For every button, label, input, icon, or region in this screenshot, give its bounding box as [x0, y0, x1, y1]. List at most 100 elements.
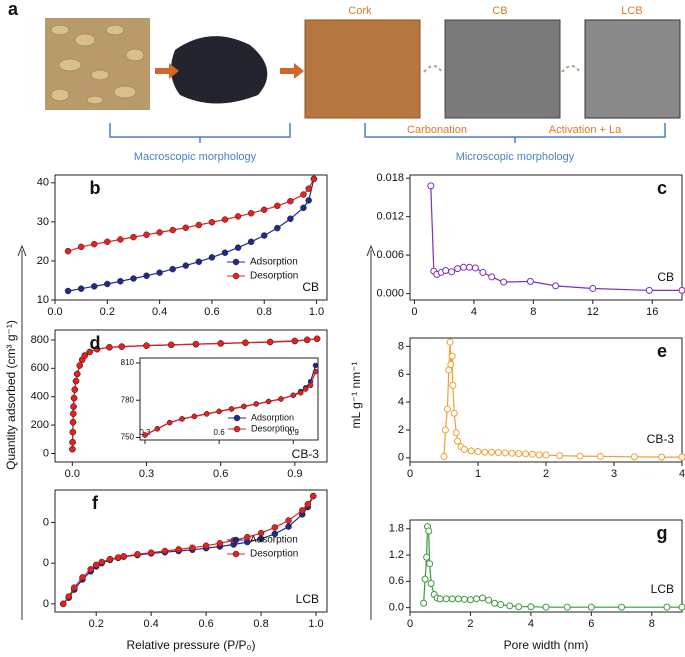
- x-tick-label: 6: [588, 618, 594, 630]
- schematic: a Cork CB LCB Carbonation Activation + L…: [8, 0, 681, 163]
- x-tick-label: 4: [471, 306, 477, 318]
- y-tick-label: 0: [43, 447, 49, 459]
- data-point: [169, 226, 176, 234]
- data-point: [556, 452, 564, 460]
- data-point: [576, 452, 584, 460]
- cb-cube: [444, 19, 561, 119]
- data-point: [143, 231, 150, 239]
- y-tick-label: 0.012: [376, 211, 404, 223]
- data-point: [303, 336, 311, 344]
- data-point: [542, 451, 550, 459]
- stage-label: LCB: [621, 5, 642, 17]
- data-point: [460, 595, 468, 603]
- data-point: [290, 392, 297, 399]
- x-tick-label: 0.2: [89, 618, 104, 630]
- y-axis-label: Quantity adsorbed (cm³ g⁻¹): [4, 320, 18, 470]
- panel-letter: f: [92, 493, 99, 513]
- data-point: [427, 182, 435, 190]
- data-point: [247, 238, 255, 246]
- data-point: [485, 596, 493, 604]
- data-point: [460, 263, 468, 271]
- x-tick-label: 2: [467, 618, 473, 630]
- data-point: [454, 437, 462, 445]
- x-tick-label: 0: [407, 468, 413, 480]
- data-point: [92, 561, 100, 569]
- panel-letter: d: [90, 333, 101, 353]
- data-point: [241, 403, 247, 410]
- data-point: [86, 348, 93, 356]
- x-tick-label: 0.4: [144, 618, 159, 630]
- data-point: [285, 517, 292, 524]
- cork-cube: [304, 19, 421, 119]
- data-point: [448, 268, 456, 276]
- data-point: [69, 445, 76, 453]
- data-point: [658, 453, 666, 461]
- data-point: [285, 523, 292, 530]
- data-point: [440, 452, 448, 460]
- data-point: [156, 229, 163, 236]
- data-point: [65, 593, 72, 600]
- data-point: [90, 283, 98, 290]
- x-tick-label: 0.9: [287, 468, 302, 480]
- data-point: [247, 210, 255, 217]
- x-tick-label: 0.4: [152, 306, 167, 318]
- data-point: [497, 601, 505, 609]
- data-point: [310, 492, 317, 500]
- data-point: [64, 287, 72, 295]
- data-point: [93, 345, 101, 353]
- data-point: [454, 265, 462, 273]
- data-point: [117, 236, 124, 243]
- data-point: [98, 558, 105, 566]
- data-point: [208, 219, 216, 226]
- annotation: CB: [657, 270, 674, 284]
- data-point: [169, 265, 176, 273]
- y-tick-label: 40: [37, 177, 49, 189]
- data-point: [474, 448, 482, 456]
- data-point: [618, 603, 626, 611]
- group-label: Macroscopic morphology: [134, 151, 257, 163]
- x-tick-label: 0.6: [213, 468, 228, 480]
- legend-label: Adsorption: [250, 257, 298, 268]
- y-tick-label: 1.8: [389, 523, 404, 535]
- data-point: [74, 370, 81, 378]
- data-point: [302, 386, 309, 392]
- data-point: [217, 340, 224, 347]
- panel-letter: c: [657, 178, 667, 198]
- x-tick-label: 0.6: [198, 618, 213, 630]
- data-point: [71, 386, 79, 393]
- data-point: [450, 409, 458, 417]
- arrow: [423, 65, 443, 73]
- x-tick-label: 1.0: [308, 618, 323, 630]
- y-tick-label: 1.2: [389, 549, 404, 561]
- data-point: [182, 262, 190, 269]
- data-point: [678, 603, 685, 611]
- data-point: [260, 232, 268, 239]
- data-point: [106, 344, 113, 351]
- data-point: [154, 426, 161, 432]
- annotation: LCB: [651, 582, 674, 596]
- data-point: [488, 448, 496, 456]
- data-point: [465, 263, 473, 271]
- data-point: [221, 216, 229, 223]
- data-point: [421, 575, 429, 583]
- bracket: [109, 123, 291, 143]
- data-point: [449, 381, 457, 389]
- x-tick-label: 4: [679, 468, 685, 480]
- data-point: [630, 453, 638, 461]
- data-point: [76, 362, 83, 369]
- data-point: [436, 595, 444, 603]
- data-point: [72, 377, 80, 385]
- y-axis-label: mL g⁻¹ nm⁻¹: [349, 362, 363, 429]
- data-point: [460, 445, 468, 453]
- data-point: [479, 594, 487, 602]
- data-point: [114, 554, 122, 561]
- data-point: [81, 352, 88, 359]
- y-tick-label: 200: [31, 419, 49, 431]
- y-tick-label: 0.6: [389, 575, 404, 587]
- data-point: [192, 340, 200, 348]
- data-point: [134, 551, 141, 558]
- data-point: [297, 390, 304, 396]
- data-point: [265, 398, 272, 405]
- axis-arrow: [366, 244, 376, 257]
- plot-frame: [139, 357, 319, 441]
